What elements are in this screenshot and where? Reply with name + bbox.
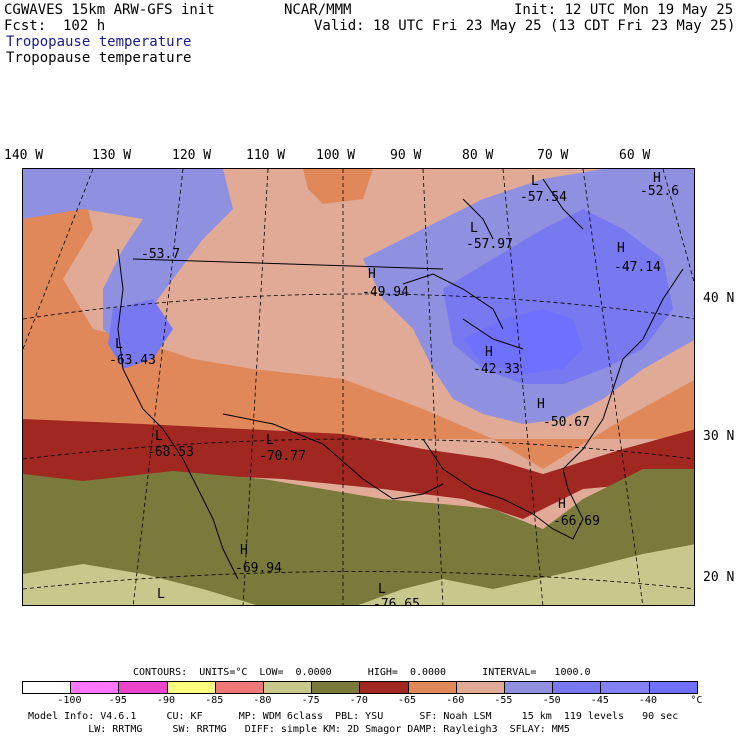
- scale-swatch: [600, 681, 650, 694]
- center-name: NCAR/MMM: [284, 2, 352, 18]
- scale-tick-label: -50: [542, 695, 561, 706]
- scale-tick-label: -95: [108, 695, 127, 706]
- scale-tick-label: -55: [494, 695, 513, 706]
- lon-label: 100 W: [316, 148, 356, 163]
- extremum-letter: H: [240, 543, 248, 558]
- lon-label: 60 W: [619, 148, 651, 163]
- scale-tick-label: -75: [301, 695, 320, 706]
- lon-label: 80 W: [462, 148, 494, 163]
- tropopause-temperature-map[interactable]: L -57.54 H -52.6 L -57.97 -53.7 H -47.14…: [22, 168, 695, 606]
- map-canvas: [23, 169, 694, 605]
- extremum-value: -68.53: [147, 445, 194, 460]
- extremum-letter: H: [368, 267, 376, 282]
- contours-info: CONTOURS: UNITS=°C LOW= 0.0000 HIGH= 0.0…: [133, 667, 591, 678]
- lon-label: 70 W: [537, 148, 569, 163]
- scale-swatch: [504, 681, 554, 694]
- forecast-hour: Fcst: 102 h: [4, 18, 106, 34]
- extremum-letter: L: [157, 587, 165, 602]
- extremum-letter: L: [115, 337, 123, 352]
- extremum-letter: L: [266, 433, 274, 448]
- extremum-letter: L: [531, 174, 539, 189]
- extremum-value: -49.94: [362, 285, 409, 300]
- scale-tick-label: °C: [690, 695, 703, 706]
- field-title-secondary: Tropopause temperature: [6, 50, 192, 66]
- scale-swatch: [552, 681, 602, 694]
- lon-label: 140 W: [4, 148, 44, 163]
- extremum-letter: H: [617, 241, 625, 256]
- scale-swatch: [648, 681, 698, 694]
- extremum-letter: L: [470, 221, 478, 236]
- scale-tick-label: -65: [398, 695, 417, 706]
- lat-label: 30 N: [703, 429, 735, 444]
- scale-tick-label: -80: [253, 695, 272, 706]
- scale-swatch: [407, 681, 457, 694]
- scale-swatch: [22, 681, 72, 694]
- extremum-value: -69.94: [235, 561, 282, 576]
- scale-swatch: [166, 681, 216, 694]
- lon-label: 120 W: [172, 148, 212, 163]
- init-time: Init: 12 UTC Mon 19 May 25: [514, 2, 734, 18]
- scale-swatch: [70, 681, 120, 694]
- lat-label: 40 N: [703, 291, 735, 306]
- extremum-value: -50.67: [543, 415, 590, 430]
- extremum-value: -76.65: [373, 597, 420, 606]
- extremum-letter: H: [653, 171, 661, 186]
- scale-swatch: [311, 681, 361, 694]
- scale-swatch: [455, 681, 505, 694]
- extremum-letter: H: [537, 397, 545, 412]
- physics-info-line: LW: RRTMG SW: RRTMG DIFF: simple KM: 2D …: [28, 724, 570, 735]
- extremum-value: -47.14: [614, 260, 661, 275]
- extremum-value: -52.6: [640, 184, 680, 199]
- lon-label: 130 W: [92, 148, 132, 163]
- extremum-value: -53.7: [141, 247, 181, 262]
- extremum-letter: H: [558, 497, 566, 512]
- scale-tick-label: -100: [57, 695, 82, 706]
- extremum-value: -57.97: [466, 237, 513, 252]
- model-info-line: Model Info: V4.6.1 CU: KF MP: WDM 6class…: [28, 711, 679, 722]
- extremum-value: -66.69: [553, 514, 600, 529]
- scale-swatch: [359, 681, 409, 694]
- extremum-letter: H: [485, 345, 493, 360]
- extremum-value: -70.77: [259, 449, 306, 464]
- extremum-letter: L: [155, 429, 163, 444]
- extremum-value: -57.54: [520, 190, 567, 205]
- scale-tick-label: -45: [590, 695, 609, 706]
- scale-tick-label: -60: [446, 695, 465, 706]
- scale-swatch: [263, 681, 313, 694]
- extremum-value: -42.33: [473, 362, 520, 377]
- valid-time: Valid: 18 UTC Fri 23 May 25 (13 CDT Fri …: [314, 18, 736, 34]
- scale-swatch: [214, 681, 264, 694]
- scale-tick-label: -90: [157, 695, 176, 706]
- lon-label: 110 W: [246, 148, 286, 163]
- scale-tick-label: -40: [639, 695, 658, 706]
- extremum-letter: L: [378, 582, 386, 597]
- field-title-primary: Tropopause temperature: [6, 34, 192, 50]
- lon-label: 90 W: [390, 148, 422, 163]
- scale-tick-label: -85: [205, 695, 224, 706]
- scale-tick-label: -70: [349, 695, 368, 706]
- scale-swatch: [118, 681, 168, 694]
- model-title: CGWAVES 15km ARW-GFS init: [4, 2, 215, 18]
- extremum-value: -63.43: [109, 353, 156, 368]
- lat-label: 20 N: [703, 570, 735, 585]
